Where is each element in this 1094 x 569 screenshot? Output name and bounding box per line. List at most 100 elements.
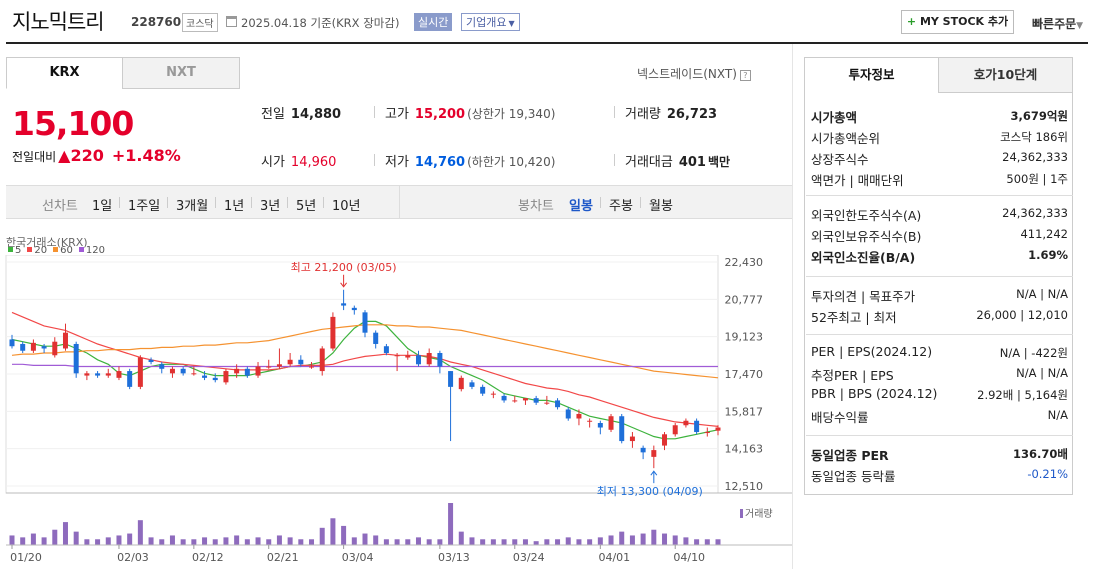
info-value: 24,362,333 (1002, 206, 1068, 220)
info-row: 외국인한도주식수(A) 24,362,333 (811, 203, 1068, 223)
volume-bar (62, 522, 68, 545)
info-value: 411,242 (1020, 227, 1068, 241)
candle-body (490, 393, 496, 395)
info-row: 액면가 | 매매단위 500원 | 1주 (811, 168, 1068, 188)
divider (614, 154, 615, 166)
volume-bar (672, 535, 678, 545)
divider (251, 197, 252, 208)
volume-bar (704, 539, 710, 545)
trade-amount: 거래대금 401 백만 (625, 151, 730, 170)
quick-order-button[interactable]: 빠른주문▼ (1032, 15, 1083, 32)
calendar-icon (226, 16, 237, 27)
volume-bar (555, 539, 561, 545)
info-row: 배당수익률 N/A (811, 405, 1068, 425)
legend-label: 5 (15, 245, 22, 256)
candle-body (640, 447, 646, 453)
candle-body (426, 353, 432, 365)
info-label: 52주최고 | 최저 (811, 310, 897, 325)
candle-body (619, 416, 625, 442)
help-icon[interactable]: ? (739, 70, 751, 81)
candle-body (683, 420, 689, 426)
tab-invest-info[interactable]: 투자정보 (804, 57, 939, 93)
info-label: 외국인소진율(B/A) (811, 250, 916, 265)
volume-bar (640, 533, 646, 545)
candle-body (694, 420, 700, 433)
volume-bar (629, 535, 635, 545)
period-1w[interactable]: 1주일 (128, 199, 161, 214)
open-value: 14,960 (290, 155, 337, 170)
period-5y[interactable]: 5년 (296, 199, 317, 214)
y-tick-label: 22,430 (725, 256, 764, 269)
nextrade-link[interactable]: 넥스트레이드(NXT)? (637, 65, 751, 82)
divider (600, 197, 601, 208)
x-tick-label: 04/01 (598, 551, 630, 564)
x-tick-label: 01/20 (10, 551, 42, 564)
high-arrow-head (340, 282, 348, 288)
nextrade-label: 넥스트레이드(NXT) (637, 67, 737, 81)
volume-bar (597, 537, 603, 545)
tab-orderbook-10[interactable]: 호가10단계 (938, 57, 1073, 93)
candle-body (565, 409, 571, 419)
y-tick-label: 20,777 (725, 293, 764, 306)
my-stock-add-button[interactable]: + MY STOCK 추가 (901, 10, 1014, 34)
panel-divider (792, 44, 793, 569)
candle-body (319, 348, 325, 372)
info-value: -0.21% (1027, 467, 1068, 481)
tab-nxt[interactable]: NXT (122, 57, 240, 89)
candle-body (330, 316, 336, 349)
divider (640, 197, 641, 208)
divider (399, 186, 400, 218)
volume-bar (512, 539, 518, 545)
volume-bar (662, 533, 668, 545)
divider (287, 197, 288, 208)
candle-body (244, 368, 250, 376)
candle-body (405, 355, 411, 358)
candle-body (341, 303, 347, 306)
period-1y[interactable]: 1년 (224, 199, 245, 214)
stock-code: 228760 (131, 15, 182, 29)
candle-daily[interactable]: 일봉 (569, 199, 593, 214)
candle-body (20, 343, 26, 351)
volume-bar (116, 535, 122, 545)
realtime-badge[interactable]: 실시간 (414, 13, 453, 31)
open-price: 시가 14,960 (261, 151, 336, 170)
volume-bar (480, 539, 486, 545)
upper-limit: (상한가 19,340) (467, 107, 556, 121)
period-3y[interactable]: 3년 (260, 199, 281, 214)
low-label: 저가 (385, 155, 409, 170)
period-10y[interactable]: 10년 (332, 199, 361, 214)
candle-body (448, 371, 454, 387)
period-3m[interactable]: 3개월 (176, 199, 209, 214)
up-triangle-icon: ▲ (58, 146, 71, 165)
volume-bar (330, 518, 336, 545)
volume-bar (565, 537, 571, 545)
candle-body (116, 371, 122, 378)
legend-ma-60: 60 (53, 245, 73, 256)
company-overview-dropdown[interactable]: 기업개요 ▼ (461, 13, 520, 31)
candle-body (202, 375, 208, 378)
candle-body (212, 377, 218, 381)
candle-weekly[interactable]: 주봉 (609, 199, 633, 214)
divider (323, 197, 324, 208)
low-price: 저가 14,760 (하한가 10,420) (385, 151, 555, 170)
legend-label: 120 (85, 245, 105, 256)
candle-monthly[interactable]: 월봉 (649, 199, 673, 214)
volume-bar (544, 539, 550, 545)
tab-krx[interactable]: KRX (6, 57, 123, 89)
volume-bar (309, 539, 315, 545)
volume-bar (212, 539, 218, 545)
amount-value: 401 (678, 155, 706, 170)
volume-bar (351, 537, 357, 545)
volume-bar (276, 535, 282, 545)
market-badge: 코스닥 (182, 13, 218, 32)
period-1d[interactable]: 1일 (92, 199, 113, 214)
price-chart[interactable]: 22,430 20,777 19,123 17,470 15,817 14,163 12,5… (0, 255, 792, 569)
info-label: 투자의견 | 목표주가 (811, 289, 916, 304)
price-change: 전일대비 ▲220 +1.48% (12, 146, 181, 165)
volume-bar (84, 539, 90, 545)
high-price: 고가 15,200 (상한가 19,340) (385, 103, 555, 122)
y-tick-label: 12,510 (725, 480, 764, 493)
candle-body (587, 420, 593, 422)
volume-bar (437, 539, 443, 545)
candle-body (180, 368, 186, 374)
